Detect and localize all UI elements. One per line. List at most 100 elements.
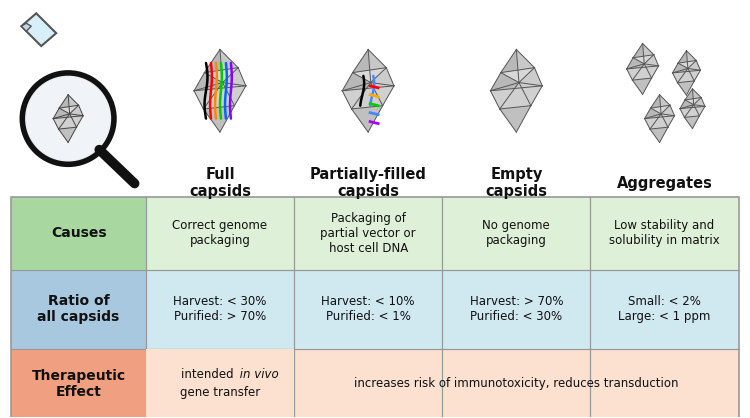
Polygon shape (680, 109, 692, 129)
Text: gene transfer: gene transfer (180, 386, 260, 399)
Polygon shape (516, 49, 535, 82)
Text: Correct genome
packaging: Correct genome packaging (172, 219, 268, 247)
Polygon shape (627, 69, 643, 94)
Polygon shape (194, 73, 223, 109)
Polygon shape (627, 58, 644, 80)
Polygon shape (659, 95, 674, 116)
Bar (11, 197, 739, 418)
Polygon shape (644, 108, 661, 129)
Polygon shape (59, 95, 70, 114)
Polygon shape (673, 70, 700, 83)
Polygon shape (650, 127, 668, 143)
Bar (294, 197, 442, 270)
Polygon shape (633, 43, 644, 64)
Polygon shape (203, 82, 235, 109)
Text: Therapeutic
Effect: Therapeutic Effect (32, 369, 126, 399)
Polygon shape (194, 86, 246, 109)
Text: Ratio of
all capsids: Ratio of all capsids (38, 294, 120, 324)
Polygon shape (686, 51, 700, 70)
Polygon shape (692, 106, 705, 129)
Polygon shape (53, 95, 68, 119)
Polygon shape (685, 104, 700, 117)
Polygon shape (686, 51, 696, 69)
Polygon shape (659, 95, 670, 114)
Polygon shape (490, 86, 542, 109)
Polygon shape (632, 78, 652, 94)
Polygon shape (223, 68, 246, 106)
Text: intended: intended (148, 368, 204, 381)
Circle shape (22, 73, 114, 164)
Polygon shape (680, 100, 694, 117)
Text: in vivo: in vivo (161, 368, 279, 381)
Polygon shape (500, 82, 531, 109)
Polygon shape (677, 81, 694, 95)
Polygon shape (68, 116, 83, 143)
Bar (11, 270, 146, 349)
Polygon shape (352, 49, 370, 82)
Bar (442, 197, 590, 270)
Polygon shape (500, 106, 531, 132)
Polygon shape (501, 68, 535, 82)
Polygon shape (53, 108, 70, 129)
Polygon shape (677, 69, 694, 83)
Polygon shape (220, 49, 246, 86)
Polygon shape (632, 64, 652, 80)
Polygon shape (673, 51, 686, 73)
Polygon shape (368, 49, 386, 82)
Polygon shape (342, 49, 368, 91)
Polygon shape (685, 116, 700, 129)
Polygon shape (673, 63, 688, 83)
Polygon shape (59, 105, 79, 114)
Polygon shape (627, 43, 643, 69)
Bar (146, 349, 294, 418)
Polygon shape (352, 68, 386, 82)
Polygon shape (368, 86, 394, 132)
Polygon shape (692, 89, 701, 104)
Text: gene transfer: gene transfer (180, 386, 260, 399)
Polygon shape (342, 86, 394, 109)
Polygon shape (644, 116, 674, 129)
Polygon shape (516, 86, 542, 132)
Polygon shape (650, 95, 661, 114)
Polygon shape (644, 55, 658, 78)
Bar (146, 349, 294, 418)
Polygon shape (673, 73, 686, 95)
Polygon shape (686, 70, 700, 95)
Polygon shape (490, 73, 519, 109)
Polygon shape (21, 23, 32, 31)
Polygon shape (678, 61, 696, 69)
Polygon shape (490, 49, 516, 91)
Text: No genome
packaging: No genome packaging (482, 219, 550, 247)
Polygon shape (220, 86, 246, 132)
Bar (442, 270, 590, 349)
Bar (146, 197, 294, 270)
Polygon shape (205, 68, 238, 82)
Polygon shape (370, 68, 394, 106)
Polygon shape (680, 106, 705, 117)
Polygon shape (685, 97, 701, 104)
Polygon shape (342, 91, 368, 132)
Bar (294, 349, 442, 418)
Text: Packaging of
partial vector or
host cell DNA: Packaging of partial vector or host cell… (320, 212, 416, 255)
Polygon shape (368, 49, 394, 86)
Polygon shape (205, 49, 223, 82)
Text: increases risk of immunotoxicity, reduces transduction: increases risk of immunotoxicity, reduce… (354, 377, 679, 390)
Polygon shape (342, 73, 370, 109)
Bar (11, 349, 146, 418)
Text: Empty
capsids: Empty capsids (485, 167, 548, 199)
Text: Partially-filled
capsids: Partially-filled capsids (310, 167, 427, 199)
Polygon shape (21, 13, 56, 46)
Text: intended: intended (181, 368, 259, 381)
Polygon shape (194, 49, 220, 91)
Text: in vivo: in vivo (131, 368, 204, 381)
Polygon shape (352, 106, 382, 132)
Text: Harvest: > 70%
Purified: < 30%: Harvest: > 70% Purified: < 30% (470, 296, 563, 324)
Polygon shape (194, 91, 220, 132)
Polygon shape (203, 106, 235, 132)
Bar (590, 270, 739, 349)
Polygon shape (220, 49, 238, 82)
Polygon shape (501, 49, 519, 82)
Text: intended  in vivo: intended in vivo (170, 368, 269, 381)
Polygon shape (352, 82, 382, 109)
Polygon shape (627, 66, 658, 80)
